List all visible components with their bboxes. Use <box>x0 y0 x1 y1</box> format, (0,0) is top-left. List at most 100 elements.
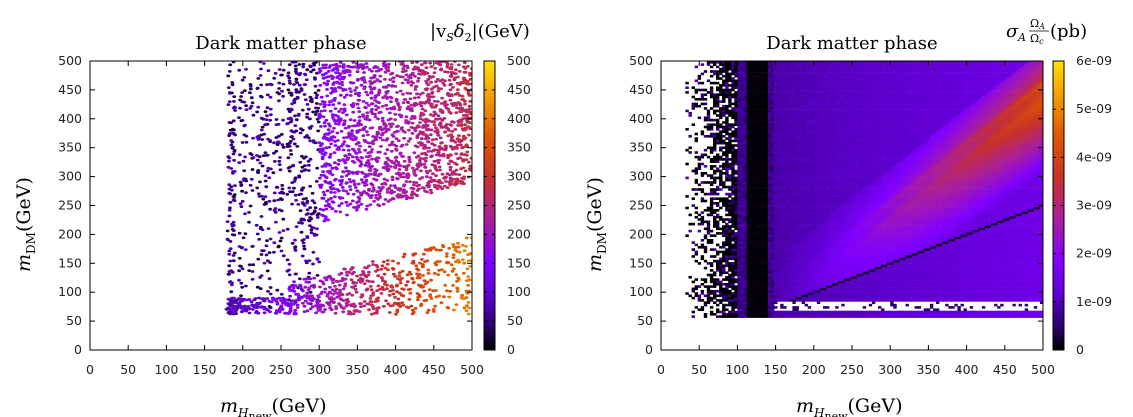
scatter-point <box>456 124 460 127</box>
scatter-point <box>226 165 231 169</box>
heatmap-cell <box>722 151 726 154</box>
heatmap-cell <box>703 118 708 122</box>
scatter-point <box>353 88 357 92</box>
heatmap-cell <box>749 111 753 115</box>
scatter-point <box>463 70 468 74</box>
scatter-point <box>274 311 278 315</box>
scatter-point <box>313 206 318 210</box>
heatmap-cell <box>755 257 760 261</box>
scatter-point <box>468 164 472 168</box>
scatter-point <box>246 307 251 311</box>
heatmap-cell <box>703 303 708 307</box>
scatter-point <box>272 151 276 155</box>
heatmap-cell <box>731 204 735 207</box>
heatmap-cell <box>743 306 747 309</box>
heatmap-cell <box>716 158 720 161</box>
scatter-point <box>259 253 264 256</box>
heatmap-cell <box>716 289 720 293</box>
scatter-point <box>225 229 230 233</box>
heatmap-cell <box>734 222 738 226</box>
heatmap-cell <box>703 278 708 281</box>
heatmap-cell <box>731 262 735 265</box>
scatter-point <box>430 87 434 91</box>
heatmap-cell <box>740 264 744 268</box>
heatmap-cell <box>709 289 714 293</box>
scatter-point <box>386 259 390 262</box>
scatter-point <box>367 264 371 268</box>
heatmap-cell <box>768 313 772 316</box>
heatmap-cell <box>746 86 750 89</box>
heatmap-cell <box>716 81 720 85</box>
heatmap-cell <box>752 285 757 288</box>
scatter-point <box>400 155 405 158</box>
heatmap-cell <box>731 65 735 69</box>
heatmap-cell <box>740 299 744 302</box>
scatter-point <box>301 289 305 293</box>
heatmap-cell <box>737 118 741 122</box>
heatmap-cell <box>713 271 717 274</box>
scatter-point <box>421 118 426 122</box>
heatmap-cell <box>709 192 714 196</box>
heatmap-cell <box>725 132 729 136</box>
heatmap-cell <box>752 70 757 73</box>
scatter-point <box>365 111 370 115</box>
heatmap-cell <box>716 264 720 268</box>
heatmap-cell <box>716 294 720 298</box>
heatmap-cell <box>719 197 723 200</box>
scatter-point <box>351 134 356 138</box>
heatmap-cell <box>728 79 732 83</box>
heatmap-cell <box>752 63 757 66</box>
scatter-point <box>453 161 457 165</box>
scatter-point <box>405 164 409 168</box>
scatter-point <box>438 136 443 140</box>
heatmap-cell <box>761 195 766 198</box>
heatmap-cell <box>758 104 763 108</box>
heatmap-cell <box>758 213 763 217</box>
heatmap-cell <box>713 109 717 113</box>
heatmap-cell <box>749 257 753 261</box>
heatmap-cell <box>719 264 723 268</box>
heatmap-cell <box>743 243 747 247</box>
heatmap-cell <box>728 146 732 150</box>
scatter-point <box>385 68 390 72</box>
scatter-point <box>237 269 242 273</box>
heatmap-cell <box>703 135 708 138</box>
heatmap-cell <box>768 303 772 307</box>
scatter-point <box>312 297 316 300</box>
scatter-point <box>412 280 416 284</box>
scatter-point <box>268 82 273 86</box>
heatmap-cell <box>749 160 753 163</box>
heatmap-cell <box>731 169 735 173</box>
scatter-point <box>353 186 358 189</box>
heatmap-cell <box>725 218 729 221</box>
heatmap-cell <box>740 135 744 138</box>
scatter-point <box>418 92 423 96</box>
heatmap-cell <box>719 294 723 298</box>
heatmap-cell <box>716 185 720 189</box>
heatmap-cell <box>734 285 738 288</box>
heatmap-cell <box>768 197 772 200</box>
scatter-point <box>367 308 371 312</box>
heatmap-cell <box>722 264 726 268</box>
heatmap-cell <box>709 65 714 69</box>
scatter-point <box>416 79 420 83</box>
heatmap-cell <box>709 93 714 96</box>
heatmap-cell <box>722 313 726 316</box>
scatter-point <box>322 109 327 112</box>
heatmap-cell <box>761 128 766 131</box>
heatmap-cell <box>743 146 747 150</box>
heatmap-cell <box>706 289 711 293</box>
left-x-tick-label: 200 <box>231 362 255 377</box>
heatmap-cell <box>713 95 717 99</box>
heatmap-cell <box>694 79 698 83</box>
scatter-point <box>309 70 313 74</box>
scatter-point <box>279 197 283 201</box>
heatmap-cell <box>755 139 760 143</box>
left-cb-tick-label: 250 <box>507 198 531 213</box>
scatter-point <box>251 156 256 159</box>
heatmap-cell <box>728 100 732 103</box>
heatmap-cell <box>758 266 763 270</box>
heatmap-cell <box>728 109 732 113</box>
heatmap-cell <box>768 167 772 170</box>
heatmap-cell <box>764 102 769 106</box>
